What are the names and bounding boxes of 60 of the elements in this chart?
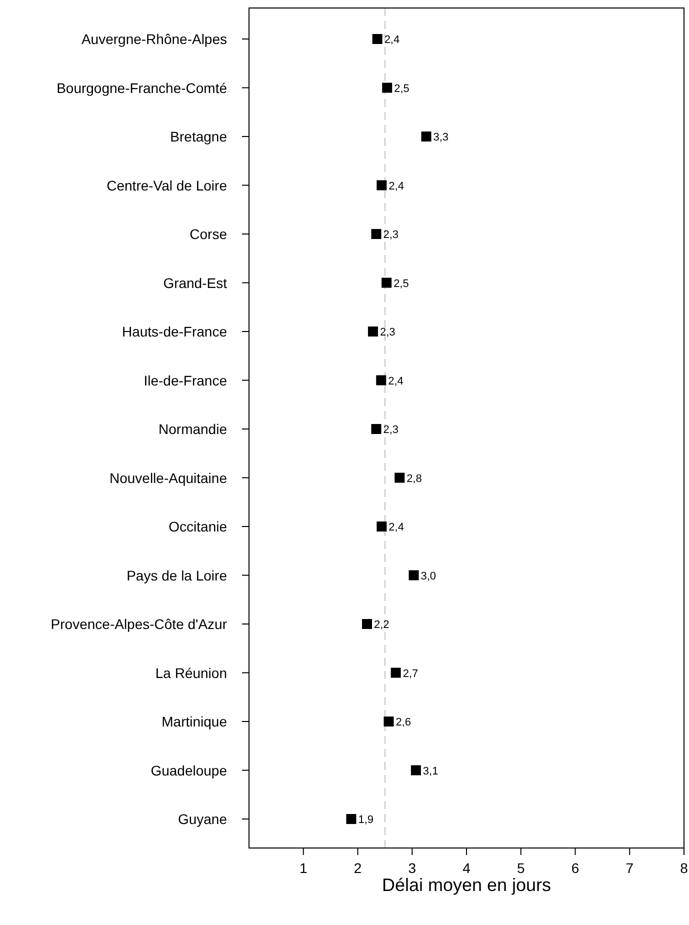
data-label: 2,8 bbox=[406, 472, 422, 485]
y-tick-label: Bourgogne-Franche-Comté bbox=[56, 80, 228, 96]
point bbox=[384, 716, 394, 726]
point bbox=[362, 619, 372, 629]
y-tick-label: Auvergne-Rhône-Alpes bbox=[81, 31, 227, 47]
point bbox=[376, 180, 387, 190]
y-tick-label: Guyane bbox=[178, 811, 228, 827]
x-tick-label: 1 bbox=[299, 860, 308, 876]
x-tick-label: 2 bbox=[354, 860, 362, 876]
y-tick-label: Corse bbox=[190, 226, 228, 242]
point bbox=[410, 765, 421, 776]
y-tick-label: Normandie bbox=[158, 421, 228, 437]
point bbox=[394, 472, 405, 483]
point bbox=[371, 424, 382, 434]
point bbox=[421, 132, 432, 142]
data-label: 2,6 bbox=[396, 716, 412, 728]
point bbox=[376, 375, 386, 386]
y-tick-label: Guadeloupe bbox=[150, 762, 228, 778]
data-label: 2,3 bbox=[383, 229, 399, 241]
data-label: 2,2 bbox=[374, 619, 390, 631]
point bbox=[372, 34, 382, 44]
data-label: 1,9 bbox=[358, 814, 374, 826]
y-tick-label: Provence-Alpes-Côte d'Azur bbox=[50, 616, 228, 632]
point bbox=[368, 326, 378, 336]
data-label: 3,1 bbox=[422, 765, 438, 778]
y-tick-label: Grand-Est bbox=[163, 274, 228, 291]
y-tick-label: Martinique bbox=[162, 714, 228, 730]
x-tick-label: 8 bbox=[680, 860, 688, 876]
point bbox=[346, 814, 356, 824]
x-tick-label: 5 bbox=[516, 860, 525, 876]
point bbox=[382, 82, 392, 93]
data-label: 2,7 bbox=[402, 668, 418, 680]
point bbox=[382, 278, 392, 288]
x-axis-title: Délai moyen en jours bbox=[382, 875, 552, 895]
point bbox=[408, 570, 419, 580]
y-tick-label: Occitanie bbox=[168, 518, 228, 534]
y-tick-label: Nouvelle-Aquitaine bbox=[109, 470, 228, 486]
y-tick-label: Pays de la Loire bbox=[126, 567, 228, 584]
data-label: 2,4 bbox=[384, 34, 400, 46]
data-label: 2,4 bbox=[388, 522, 404, 534]
x-tick-label: 6 bbox=[571, 860, 580, 876]
data-label: 3,3 bbox=[433, 132, 449, 144]
data-label: 2,3 bbox=[383, 424, 399, 436]
x-tick-label: 3 bbox=[408, 860, 416, 876]
data-label: 2,5 bbox=[394, 82, 410, 95]
point bbox=[390, 668, 401, 678]
point bbox=[376, 522, 387, 532]
data-label: 3,0 bbox=[420, 570, 436, 582]
y-tick-label: La Réunion bbox=[155, 664, 227, 681]
y-tick-label: Ile-de-France bbox=[144, 372, 228, 388]
y-tick-label: Hauts-de-France bbox=[122, 324, 228, 340]
y-tick-label: Centre-Val de Loire bbox=[106, 177, 228, 194]
data-label: 2,5 bbox=[394, 278, 409, 290]
y-tick-label: Bretagne bbox=[170, 128, 228, 144]
data-label: 2,4 bbox=[388, 180, 404, 192]
x-tick-label: 7 bbox=[626, 860, 634, 876]
data-label: 2,3 bbox=[380, 326, 396, 338]
x-tick-label: 4 bbox=[462, 860, 471, 876]
point bbox=[371, 229, 382, 239]
data-label: 2,4 bbox=[388, 375, 404, 388]
